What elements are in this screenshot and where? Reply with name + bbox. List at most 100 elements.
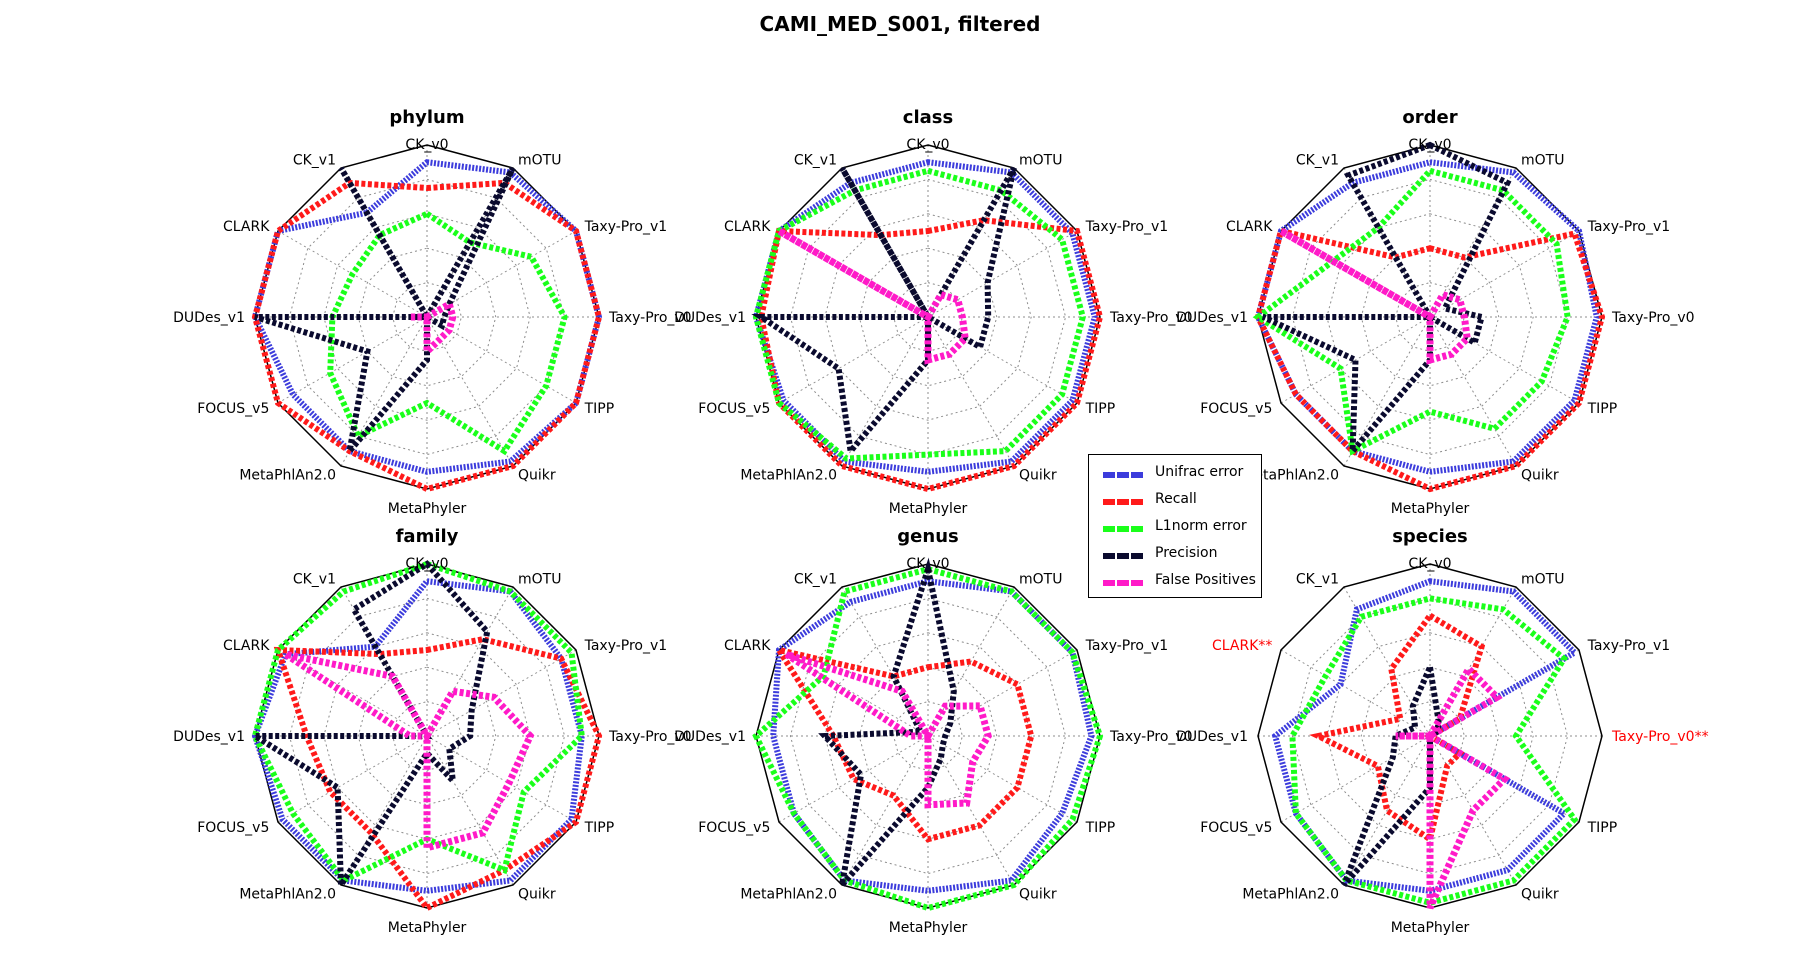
axis-label: MetaPhyler [388, 501, 467, 517]
radar-spoke-genus-4 [927, 735, 1078, 823]
radar-gridline-family-2 [357, 666, 497, 806]
axis-label: DUDes_v1 [1176, 729, 1248, 745]
axis-label: Taxy-Pro_v0 [608, 310, 692, 326]
series-l1norm-class [752, 167, 1086, 462]
axis-label: MetaPhlAn2.0 [1242, 468, 1339, 484]
radar-spoke-class-7 [841, 316, 929, 467]
radar-spoke-family-5 [426, 735, 514, 886]
radar-gridline-order-3 [1326, 213, 1534, 421]
axis-label: DUDes_v1 [173, 729, 245, 745]
axis-label: MetaPhyler [889, 501, 968, 517]
axis-label: CK_v0 [1408, 556, 1451, 572]
legend-item-recall: Recall [1089, 488, 1261, 514]
radar-spoke-family-7 [340, 735, 428, 886]
subplot-title: class [903, 107, 953, 128]
axis-label: TIPP [1587, 401, 1618, 417]
axis-label: MetaPhlAn2.0 [740, 887, 837, 903]
radar-spoke-genus-10 [778, 649, 929, 737]
axis-label: CK_v1 [1296, 152, 1339, 168]
axis-label: DUDes_v1 [173, 310, 245, 326]
radar-gridline-phylum-2 [357, 247, 497, 387]
radar-gridline-order-1 [1395, 282, 1465, 352]
legend-label-unifrac: Unifrac error [1155, 464, 1244, 480]
series-unifrac-genus [770, 578, 1095, 894]
axis-label: CLARK [724, 638, 771, 654]
radar-spoke-genus-7 [841, 735, 929, 886]
subplot-title: phylum [389, 107, 464, 128]
series-false-positives-phylum [409, 298, 457, 360]
legend-item-precision: Precision [1089, 542, 1261, 568]
radar-genus: CK_v0 mOTU Taxy-Pro_v1 Taxy-Pro_v0 TIPP Quikr… [674, 526, 1193, 936]
legend-label-recall: Recall [1155, 491, 1197, 507]
axis-label: DUDes_v1 [674, 310, 746, 326]
axis-label: MetaPhlAn2.0 [1242, 887, 1339, 903]
radar-spoke-class-2 [927, 230, 1078, 318]
radar-spoke-species-1 [1429, 586, 1517, 737]
axis-label: mOTU [1521, 571, 1564, 587]
radar-spoke-order-2 [1429, 230, 1580, 318]
radar-spoke-class-4 [927, 316, 1078, 404]
series-precision-order [1261, 141, 1512, 460]
series-false-positives-family [283, 650, 535, 853]
radar-spoke-family-2 [426, 649, 577, 737]
series-recall-phylum [251, 179, 603, 493]
axis-label: Taxy-Pro_v0 [1611, 310, 1695, 326]
radar-spoke-species-11 [1343, 586, 1431, 737]
radar-spoke-class-8 [778, 316, 929, 404]
axis-label: CK_v1 [293, 571, 336, 587]
radar-spoke-phylum-5 [426, 316, 514, 467]
radar-spoke-phylum-8 [277, 316, 428, 404]
axis-label: MetaPhyler [388, 920, 467, 936]
radar-spoke-species-7 [1343, 735, 1431, 886]
axis-label: Taxy-Pro_v1 [584, 219, 668, 235]
axis-label: FOCUS_v5 [1200, 401, 1272, 417]
radar-gridline-class-3 [824, 213, 1032, 421]
axis-label: FOCUS_v5 [698, 401, 770, 417]
axis-label: Taxy-Pro_v1 [1587, 638, 1671, 654]
axis-label: Taxy-Pro_v0 [1109, 310, 1193, 326]
radar-spoke-family-8 [277, 735, 428, 823]
figure-title: CAMI_MED_S001, filtered [759, 12, 1041, 36]
series-precision-species [1341, 656, 1442, 887]
axis-label: mOTU [1019, 152, 1062, 168]
axis-label: MetaPhyler [1391, 501, 1470, 517]
legend-swatch-l1norm [1103, 526, 1143, 532]
series-l1norm-phylum [327, 210, 568, 456]
subplot-title: species [1392, 526, 1468, 547]
legend: Unifrac error Recall L1norm error Precis… [1088, 454, 1262, 598]
legend-item-false-positives: False Positives [1089, 569, 1261, 595]
series-false-positives-class [777, 227, 969, 365]
radar-gridline-phylum-3 [323, 213, 531, 421]
subplot-title: genus [897, 526, 958, 547]
axis-label: Quikr [1019, 887, 1057, 903]
axis-label: CK_v1 [794, 152, 837, 168]
radar-spoke-phylum-2 [426, 230, 577, 318]
series-recall-order [1254, 227, 1606, 493]
series-l1norm-species [1289, 595, 1579, 906]
legend-label-false-positives: False Positives [1155, 572, 1256, 588]
axis-label: Taxy-Pro_v1 [1085, 638, 1169, 654]
axis-label: TIPP [1085, 401, 1116, 417]
axis-label: Quikr [1019, 468, 1057, 484]
axis-label: CK_v0 [405, 556, 448, 572]
radar-spoke-genus-2 [927, 649, 1078, 737]
axis-label: TIPP [584, 820, 615, 836]
radar-spoke-genus-5 [927, 735, 1015, 886]
axis-label-highlight: Taxy-Pro_v0** [1611, 729, 1709, 745]
axis-label: CK_v0 [906, 137, 949, 153]
axis-label: Taxy-Pro_v1 [1085, 219, 1169, 235]
axis-label: CLARK [223, 219, 270, 235]
radar-order: CK_v0 mOTU Taxy-Pro_v1 Taxy-Pro_v0 TIPP Quikr… [1176, 107, 1695, 517]
radar-gridline-family-1 [392, 701, 462, 771]
axis-label: CLARK [724, 219, 771, 235]
axis-label: mOTU [518, 152, 561, 168]
radar-spoke-order-1 [1429, 167, 1517, 318]
radar-spoke-species-10 [1280, 649, 1431, 737]
axis-label: FOCUS_v5 [197, 401, 269, 417]
axis-label: FOCUS_v5 [1200, 820, 1272, 836]
axis-label: CK_v1 [293, 152, 336, 168]
axis-label: MetaPhyler [889, 920, 968, 936]
subplot-title: family [396, 526, 459, 547]
axis-label: Taxy-Pro_v1 [584, 638, 668, 654]
